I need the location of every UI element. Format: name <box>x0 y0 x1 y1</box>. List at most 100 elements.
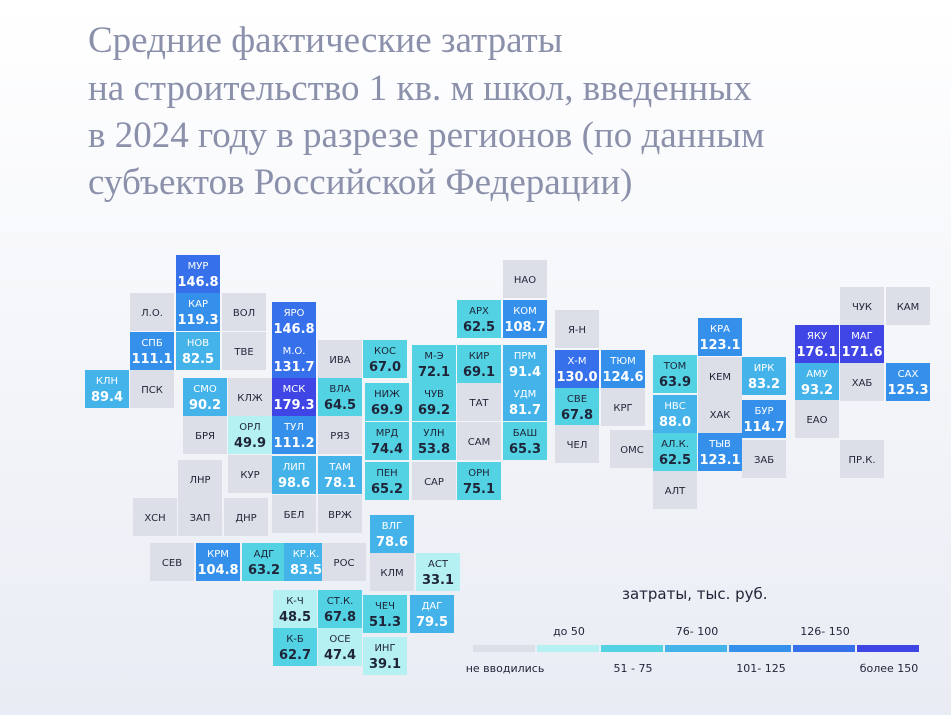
region-label: ЯКУ <box>807 331 827 342</box>
region-value: 179.3 <box>273 398 314 413</box>
region-label: МСК <box>283 384 306 395</box>
region-value: 114.7 <box>743 420 784 435</box>
region-value: 65.2 <box>371 482 403 497</box>
region-tile <box>698 395 742 433</box>
region-tile <box>318 340 362 378</box>
region-value: 67.8 <box>561 408 593 423</box>
region-tile <box>653 355 697 393</box>
region-tile <box>886 363 930 401</box>
region-value: 62.5 <box>659 453 691 468</box>
region-tile <box>176 332 220 370</box>
region-label: СТ.К. <box>327 596 354 607</box>
legend-label: 51 - 75 <box>614 662 653 675</box>
region-label: АЛТ <box>665 486 686 497</box>
region-value: 131.7 <box>273 360 314 375</box>
region-tile <box>886 287 930 325</box>
region-label: Х-М <box>567 356 586 367</box>
region-tile <box>601 388 645 426</box>
region-label: ТОМ <box>663 361 687 372</box>
region-value: 53.8 <box>418 442 450 457</box>
region-value: 63.2 <box>248 563 280 578</box>
legend-title: затраты, тыс. руб. <box>622 585 768 603</box>
region-tile <box>272 378 316 416</box>
region-label: ИВА <box>329 355 350 366</box>
region-label: АСТ <box>428 559 449 570</box>
region-value: 82.5 <box>182 352 214 367</box>
region-tile <box>318 628 362 666</box>
legend-swatch <box>857 645 919 652</box>
region-tile <box>363 340 407 378</box>
region-label: БЕЛ <box>284 510 305 521</box>
region-label: КЛН <box>96 376 118 387</box>
region-tile <box>322 543 366 581</box>
region-tile <box>412 422 456 460</box>
region-tile <box>698 318 742 356</box>
region-value: 171.6 <box>841 345 882 360</box>
region-label: РЯЗ <box>330 431 349 442</box>
region-tile <box>840 325 884 363</box>
region-tile <box>795 325 839 363</box>
region-label: ПРМ <box>514 351 536 362</box>
region-value: 48.5 <box>279 610 311 625</box>
region-label: НОВ <box>187 338 209 349</box>
region-label: БРЯ <box>195 431 215 442</box>
legend-label: 76- 100 <box>676 625 718 638</box>
region-label: КЛМ <box>380 568 403 579</box>
region-label: КРА <box>710 324 730 335</box>
region-tile <box>318 495 362 533</box>
region-tile <box>176 255 220 293</box>
region-label: РОС <box>334 558 355 569</box>
region-value: 63.9 <box>659 375 691 390</box>
region-tile <box>365 383 409 421</box>
region-label: КУР <box>240 470 259 481</box>
region-label: КОМ <box>513 306 537 317</box>
region-value: 74.4 <box>371 442 403 457</box>
region-tile <box>272 416 316 454</box>
region-label: ТАМ <box>328 462 351 473</box>
region-label: ХАБ <box>852 378 873 389</box>
region-tile <box>318 456 362 494</box>
region-label: ТУЛ <box>283 422 304 433</box>
region-tile <box>555 425 599 463</box>
region-label: КИР <box>469 351 490 362</box>
region-tile <box>412 462 456 500</box>
region-tile <box>370 553 414 591</box>
region-tile <box>224 498 268 536</box>
region-tile <box>840 287 884 325</box>
region-tile <box>284 543 328 581</box>
region-label: ЧЕЛ <box>567 440 588 451</box>
title-line: субъектов Российской Федерации) <box>88 162 632 203</box>
region-label: СПБ <box>141 338 163 349</box>
region-tile <box>318 590 362 628</box>
legend-swatch <box>537 645 599 652</box>
region-tile <box>222 293 266 331</box>
region-label: УДМ <box>514 389 537 400</box>
region-label: СВЕ <box>567 394 587 405</box>
region-tile <box>610 430 654 468</box>
region-label: УЛН <box>423 428 444 439</box>
region-label: МУР <box>188 261 209 272</box>
legend-swatch <box>665 645 727 652</box>
region-label: КАМ <box>897 302 920 313</box>
region-label: АМУ <box>806 369 828 380</box>
region-label: НАО <box>514 275 536 286</box>
region-label: БУР <box>755 406 774 417</box>
title-line: в 2024 году в разрезе регионов (по данны… <box>88 115 765 156</box>
region-label: КРМ <box>207 549 229 560</box>
region-tile <box>228 455 272 493</box>
legend-label: не вводились <box>466 662 545 675</box>
region-label: САМ <box>468 437 490 448</box>
region-value: 49.9 <box>234 436 266 451</box>
region-tile <box>178 498 222 536</box>
region-tile <box>503 345 547 383</box>
region-tile <box>318 378 362 416</box>
region-label: МАГ <box>851 331 873 342</box>
region-label: Л.О. <box>141 308 163 319</box>
region-label: ВЛГ <box>382 521 402 532</box>
region-tile <box>503 300 547 338</box>
region-value: 111.1 <box>131 352 172 367</box>
region-label: ОРН <box>468 468 489 479</box>
region-label: ЛИП <box>283 462 306 473</box>
region-tile <box>457 345 501 383</box>
